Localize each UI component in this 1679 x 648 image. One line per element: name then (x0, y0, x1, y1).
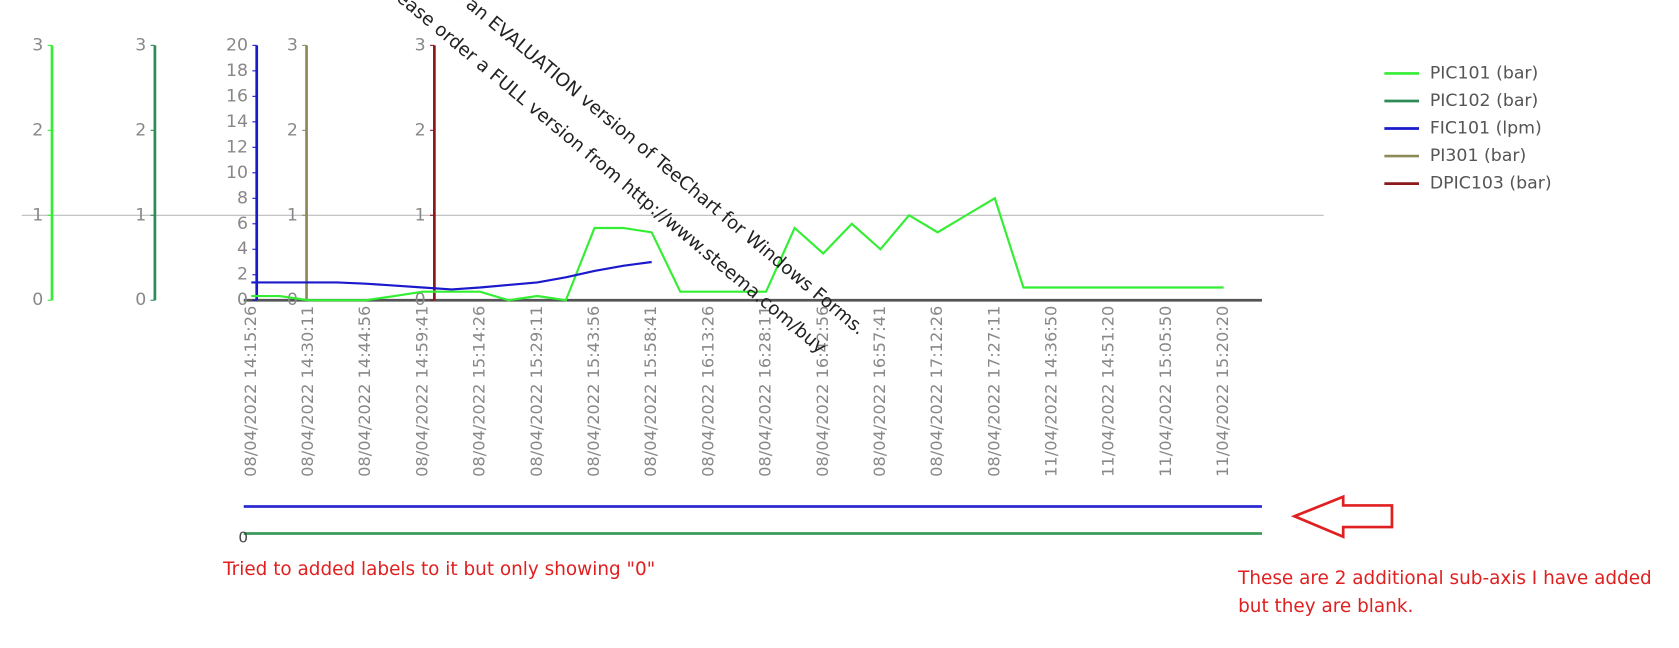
x-tick-label: 11/04/2022 15:20:20 (1213, 306, 1232, 477)
y-tick-label: 12 (226, 137, 248, 157)
y-tick-label: 0 (32, 290, 43, 310)
y-tick-label: 3 (135, 35, 146, 55)
y-tick-label: 0 (287, 290, 298, 310)
y-tick-label: 2 (32, 120, 43, 140)
legend-label: PIC101 (bar) (1430, 63, 1538, 83)
x-tick-label: 08/04/2022 16:13:26 (698, 306, 717, 477)
arrow (1290, 494, 1394, 539)
y-tick-label: 18 (226, 61, 248, 81)
annotation: These are 2 additional sub-axis I have a… (1237, 568, 1652, 589)
series-line (251, 260, 652, 291)
y-tick-label: 20 (226, 35, 248, 55)
legend-label: PIC102 (bar) (1430, 91, 1538, 111)
x-tick-label: 11/04/2022 14:36:50 (1042, 306, 1061, 477)
y-tick-label: 3 (32, 35, 43, 55)
legend-label: PI301 (bar) (1430, 146, 1526, 166)
x-tick-label: 08/04/2022 14:15:26 (241, 306, 260, 477)
series-line (251, 196, 1224, 302)
x-tick-label: 08/04/2022 15:58:41 (641, 306, 660, 477)
y-tick-label: 4 (237, 239, 248, 259)
y-tick-label: 14 (226, 112, 248, 132)
x-tick-label: 08/04/2022 15:14:26 (470, 306, 489, 477)
x-tick-label: 08/04/2022 16:42:56 (813, 306, 832, 477)
y-tick-label: 1 (287, 205, 298, 225)
y-tick-label: 0 (135, 290, 146, 310)
y-tick-label: 0 (237, 290, 248, 310)
sub-axis-label: 0 (238, 528, 248, 546)
x-tick-label: 11/04/2022 14:51:20 (1099, 306, 1118, 477)
y-tick-label: 2 (415, 120, 426, 140)
x-tick-label: 08/04/2022 15:43:56 (584, 306, 603, 477)
x-tick-label: 08/04/2022 17:27:11 (984, 306, 1003, 477)
watermark: o an EVALUATION version of TeeChart for … (449, 0, 869, 339)
y-tick-label: 6 (237, 214, 248, 234)
y-tick-label: 1 (415, 205, 426, 225)
y-tick-label: 3 (287, 35, 298, 55)
y-tick-label: 2 (287, 120, 298, 140)
y-tick-label: 2 (135, 120, 146, 140)
y-tick-label: 0 (415, 290, 426, 310)
y-tick-label: 3 (415, 35, 426, 55)
y-tick-label: 2 (237, 265, 248, 285)
y-tick-label: 16 (226, 86, 248, 106)
annotation: Tried to added labels to it but only sho… (222, 559, 655, 580)
x-tick-label: 08/04/2022 14:44:56 (355, 306, 374, 477)
x-tick-label: 08/04/2022 17:12:26 (927, 306, 946, 477)
watermark: ease order a FULL version from http://ww… (392, 0, 830, 358)
x-tick-label: 08/04/2022 15:29:11 (527, 306, 546, 477)
y-tick-label: 8 (237, 188, 248, 208)
legend-label: DPIC103 (bar) (1430, 174, 1552, 194)
y-tick-label: 10 (226, 163, 248, 183)
x-tick-label: 08/04/2022 16:28:11 (756, 306, 775, 477)
x-tick-label: 11/04/2022 15:05:50 (1156, 306, 1175, 477)
y-tick-label: 1 (32, 205, 43, 225)
legend-label: FIC101 (lpm) (1430, 119, 1542, 139)
annotation: but they are blank. (1238, 596, 1413, 617)
x-tick-label: 08/04/2022 16:57:41 (870, 306, 889, 477)
x-tick-label: 08/04/2022 14:30:11 (298, 306, 317, 477)
x-tick-label: 08/04/2022 14:59:41 (412, 306, 431, 477)
y-tick-label: 1 (135, 205, 146, 225)
